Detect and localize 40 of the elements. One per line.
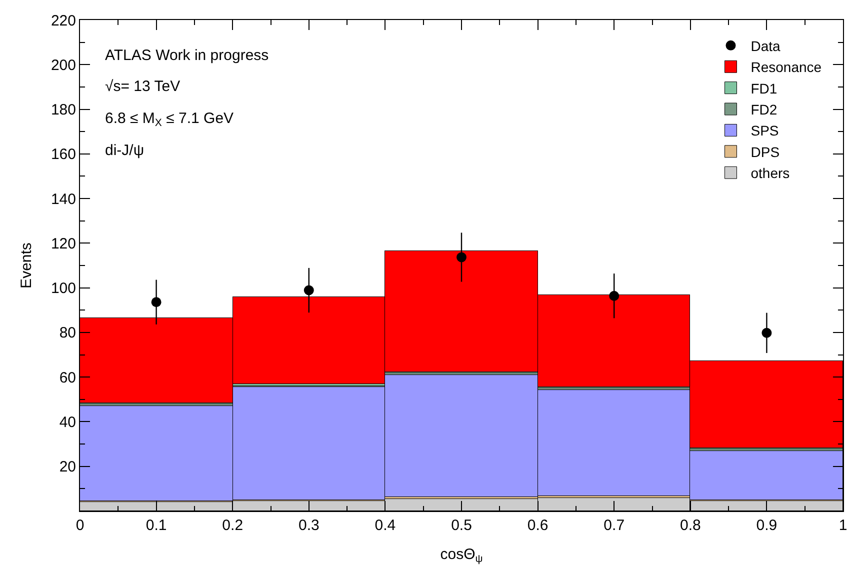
y-tick-label: 220 [50, 12, 76, 30]
x-tick-label: 0.5 [451, 517, 472, 534]
x-axis-title: cosΘ$_{ψ}$ [440, 546, 483, 566]
x-tick-label: 1 [838, 517, 848, 534]
y-axis-title: Events [18, 242, 36, 288]
y-tick-label: 160 [50, 146, 76, 164]
point [151, 297, 162, 308]
annotation: √s= 13 TeV [105, 78, 180, 95]
y-tick-label: 60 [59, 369, 76, 386]
annotation: di-J/ψ [105, 142, 144, 159]
y-tick-label: 40 [59, 414, 76, 431]
legend-label: FD2 [750, 101, 778, 118]
x-tick-label: 0.9 [756, 517, 778, 534]
x-tick-label: 0.7 [604, 517, 625, 534]
legend-label: others [750, 165, 790, 182]
y-tick-label: 140 [50, 190, 76, 208]
y-tick-label: 180 [50, 102, 76, 119]
x-tick-label: 0.2 [222, 517, 244, 534]
x-tick-label: 0.3 [298, 517, 320, 534]
x-tick-label: 0.6 [527, 517, 548, 534]
point [762, 328, 772, 338]
legend-label: DPS [750, 144, 780, 160]
x-tick-label: 0.4 [374, 517, 396, 534]
y-tick-label: 200 [50, 56, 76, 74]
y-tick-label: 120 [50, 235, 76, 252]
x-tick-label: 0.8 [680, 517, 701, 534]
y-tick-label: 80 [59, 324, 76, 342]
x-tick-label: 0 [76, 517, 84, 534]
point [609, 290, 620, 301]
annotation: 6.8 ≤ M$_{X}$ ≤ 7.1 GeV [105, 110, 234, 130]
legend-label: Resonance [750, 59, 822, 76]
x-tick-label: 0.1 [146, 517, 167, 534]
point [456, 252, 466, 262]
legend-label: Data [750, 38, 781, 54]
legend-label: SPS [750, 122, 779, 139]
point [304, 285, 314, 296]
annotation: ATLAS Work in progress [105, 47, 269, 64]
legend-label: FD1 [750, 80, 778, 96]
y-tick-label: 100 [50, 280, 76, 298]
y-tick-label: 20 [59, 458, 76, 476]
